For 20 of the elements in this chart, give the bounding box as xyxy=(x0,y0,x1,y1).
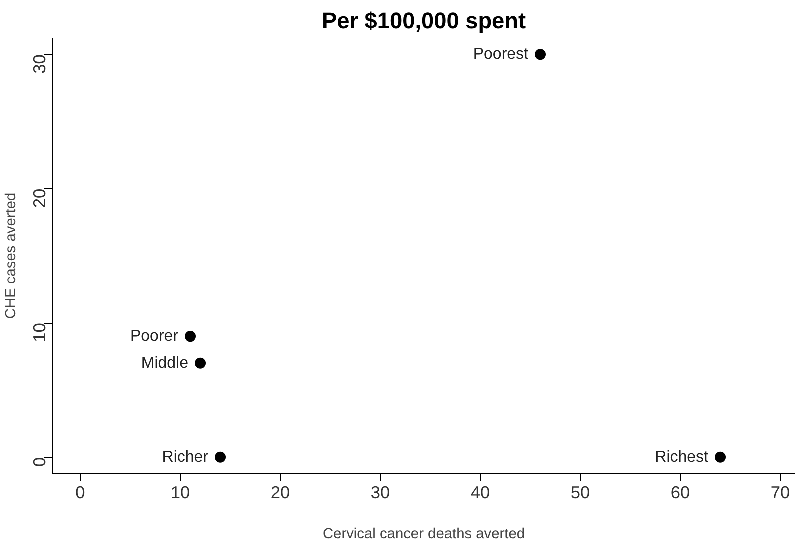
y-tick-label: 20 xyxy=(30,188,50,208)
y-axis-title: CHE cases averted xyxy=(4,192,20,320)
x-axis-title: Cervical cancer deaths averted xyxy=(322,526,526,542)
annotation: Poorer xyxy=(130,328,180,346)
x-tick-label: 40 xyxy=(470,482,490,502)
x-tick-label: 10 xyxy=(170,482,190,502)
annotation: Richest xyxy=(655,448,710,466)
x-tick-label: 70 xyxy=(770,482,790,502)
chart-title: Per $100,000 spent xyxy=(322,8,526,34)
x-tick-label: 20 xyxy=(270,482,290,502)
annotation: Middle xyxy=(141,354,189,372)
y-tick-label: 30 xyxy=(30,54,50,74)
y-tick-label: 0 xyxy=(30,457,50,468)
x-tick-label: 60 xyxy=(670,482,690,502)
x-tick-label: 0 xyxy=(76,482,86,502)
x-tick-label: 30 xyxy=(370,482,390,502)
annotation: Richer xyxy=(162,448,210,466)
x-tick-label: 50 xyxy=(570,482,590,502)
annotation: Poorest xyxy=(473,46,530,64)
y-tick-label: 10 xyxy=(30,323,50,342)
